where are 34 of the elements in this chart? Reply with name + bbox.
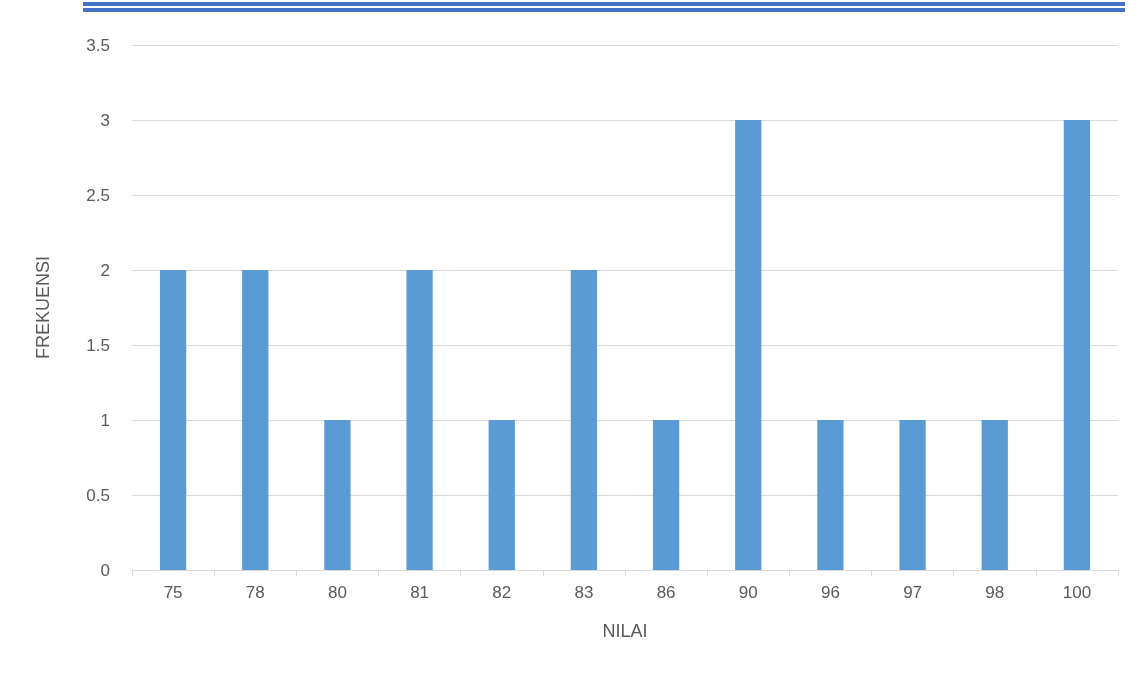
x-tick-label: 80 xyxy=(327,583,347,602)
bar xyxy=(899,420,926,570)
x-tick-label: 78 xyxy=(245,583,265,602)
bar xyxy=(1063,120,1091,570)
y-tick-label: 3 xyxy=(100,110,110,130)
x-tick-label: 86 xyxy=(656,583,676,602)
y-tick-label: 3.5 xyxy=(86,35,110,55)
bar xyxy=(981,420,1008,570)
x-axis-title: NILAI xyxy=(602,621,648,641)
y-axis-title: FREKUENSI xyxy=(33,255,53,360)
x-tick-label: 90 xyxy=(738,583,758,602)
bar xyxy=(570,270,598,570)
x-tick-label: 75 xyxy=(163,583,183,602)
bar xyxy=(242,270,269,570)
y-tick-label: 1 xyxy=(100,410,110,430)
bar xyxy=(652,420,680,570)
bar xyxy=(406,270,433,570)
bar xyxy=(324,420,351,570)
x-tick-label: 100 xyxy=(1062,583,1092,602)
x-tick-label: 97 xyxy=(903,583,923,602)
x-tick-label: 98 xyxy=(985,583,1005,602)
x-tick-label: 81 xyxy=(410,583,430,602)
y-tick-label: 2.5 xyxy=(86,185,110,205)
x-tick-label: 83 xyxy=(574,583,594,602)
bar xyxy=(817,420,844,570)
y-tick-label: 1.5 xyxy=(86,335,110,355)
bar xyxy=(488,420,515,570)
x-tick-label: 82 xyxy=(492,583,512,602)
y-tick-label: 0 xyxy=(100,560,110,580)
bar xyxy=(735,120,762,570)
y-tick-label: 0.5 xyxy=(86,485,110,505)
bar xyxy=(159,270,187,570)
y-tick-label: 2 xyxy=(100,260,110,280)
x-tick-label: 96 xyxy=(820,583,840,602)
